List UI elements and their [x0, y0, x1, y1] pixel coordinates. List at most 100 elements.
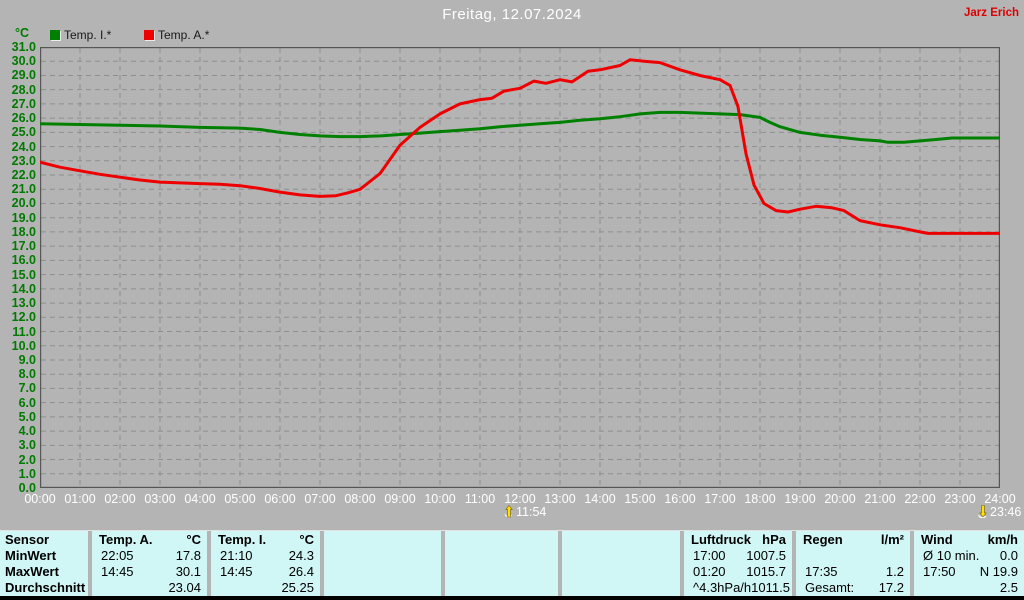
table-row	[562, 564, 680, 580]
y-tick-label: 15.0	[11, 267, 36, 282]
y-tick-label: 1.0	[18, 466, 36, 481]
table-header-row: Wind km/h	[914, 531, 1024, 547]
x-tick-label: 01:00	[64, 492, 96, 506]
table-row: Gesamt: 17.2	[796, 580, 910, 596]
x-tick-label: 15:00	[624, 492, 656, 506]
table-row	[445, 580, 558, 596]
y-tick-label: 0.0	[18, 481, 36, 495]
y-tick-label: 13.0	[11, 296, 36, 311]
y-tick-label: 9.0	[18, 352, 36, 367]
table-row	[324, 564, 441, 580]
table-cell-value: 1015.7	[746, 564, 786, 580]
table-row-label: Sensor	[5, 531, 50, 547]
table-cell-time: 14:45	[220, 564, 253, 580]
x-tick-label: 10:00	[424, 492, 456, 506]
table-header-unit: km/h	[987, 531, 1018, 547]
table-cell-value: 30.1	[175, 564, 201, 580]
table-row: ^4.3hPa/h 1011.5	[684, 580, 792, 596]
table-row	[562, 547, 680, 563]
sun-down-marker: 23:46	[977, 505, 1021, 519]
y-tick-label: 18.0	[11, 224, 36, 239]
table-column-regen: Regen l/m² 17:35 1.2 Gesamt: 17.2	[796, 531, 910, 596]
x-tick-label: 08:00	[344, 492, 376, 506]
y-tick-label: 23.0	[11, 153, 36, 168]
y-tick-label: 25.0	[11, 125, 36, 140]
x-tick-label: 09:00	[384, 492, 416, 506]
y-tick-label: 12.0	[11, 310, 36, 325]
x-tick-label: 04:00	[184, 492, 216, 506]
owner-name: Jarz Erich	[964, 7, 1019, 19]
table-header-name: Wind	[921, 531, 953, 547]
sun-down-marker-icon	[978, 505, 987, 519]
x-tick-label: 00:00	[24, 492, 56, 506]
table-row: Ø 10 min. 0.0	[914, 547, 1024, 563]
table-column-wind: Wind km/h Ø 10 min. 0.0 17:50 N 19.9 2.5	[914, 531, 1024, 596]
temp-i-swatch-icon	[50, 30, 60, 40]
temp-a-line	[40, 58, 1000, 235]
table-row	[324, 547, 441, 563]
table-row: 17:50 N 19.9	[914, 564, 1024, 580]
y-tick-label: 17.0	[11, 239, 36, 254]
table-cell-value: 17.2	[878, 580, 904, 596]
table-header-name: Luftdruck	[691, 531, 751, 547]
date-title: Freitag, 12.07.2024	[442, 6, 582, 23]
table-row: 14:45 26.4	[211, 564, 320, 580]
solar-noon-time: 11:54	[516, 505, 547, 519]
x-tick-label: 21:00	[864, 492, 896, 506]
table-cell-time: Gesamt:	[805, 580, 855, 596]
table-row: 17:35 1.2	[796, 564, 910, 580]
table-cell-value: 17.8	[175, 547, 201, 563]
x-tick-label: 13:00	[544, 492, 576, 506]
y-tick-label: 21.0	[11, 182, 36, 197]
y-tick-label: 11.0	[12, 324, 36, 339]
y-tick-label: 6.0	[18, 395, 36, 410]
x-tick-label: 23:00	[944, 492, 976, 506]
table-row	[324, 580, 441, 596]
y-tick-label: 8.0	[18, 367, 36, 382]
table-cell-time: 01:20	[693, 564, 726, 580]
table-row: 25.25	[211, 580, 320, 596]
table-header-row	[445, 531, 558, 547]
temp-i-line	[40, 110, 1000, 144]
summary-table: Sensor MinWert MaxWert Durchschnitt Temp. A.…	[0, 530, 1024, 596]
table-header-unit: hPa	[762, 531, 786, 547]
y-tick-label: 29.0	[11, 68, 36, 83]
table-header-unit: °C	[299, 531, 314, 547]
table-cell-value: 26.4	[288, 564, 314, 580]
table-row-label-column: Sensor MinWert MaxWert Durchschnitt	[0, 531, 88, 596]
table-cell-time: 17:50	[923, 564, 956, 580]
x-tick-label: 24:00	[984, 492, 1016, 506]
y-tick-label: 27.0	[11, 96, 36, 111]
table-row: 14:45 30.1	[92, 564, 207, 580]
x-tick-label: 12:00	[504, 492, 536, 506]
table-header-name: Temp. I.	[218, 531, 267, 547]
table-column-temp-i: Temp. I. °C 21:10 24.3 14:45 26.4 25.25	[211, 531, 320, 596]
table-column-empty	[562, 531, 680, 596]
table-cell-time: 14:45	[101, 564, 134, 580]
table-column-empty	[324, 531, 441, 596]
table-cell-value: 2.5	[999, 580, 1018, 596]
y-axis-unit-label: °C	[15, 26, 30, 40]
y-tick-label: 7.0	[18, 381, 36, 396]
table-row	[445, 564, 558, 580]
x-tick-label: 20:00	[824, 492, 856, 506]
table-cell-value: 1007.5	[746, 547, 786, 563]
table-header-row: Regen l/m²	[796, 531, 910, 547]
table-header-row: Temp. A. °C	[92, 531, 207, 547]
table-header-name: Regen	[803, 531, 843, 547]
table-row: 23.04	[92, 580, 207, 596]
table-cell-value: 24.3	[288, 547, 314, 563]
table-header-unit: l/m²	[880, 531, 904, 547]
legend-temp-i-label: Temp. I.*	[64, 28, 112, 42]
table-cell-time: 22:05	[101, 547, 134, 563]
table-header-row: Temp. I. °C	[211, 531, 320, 547]
table-row-label: Durchschnitt	[5, 580, 86, 596]
x-tick-label: 14:00	[584, 492, 616, 506]
table-row	[796, 547, 910, 563]
y-tick-label: 14.0	[11, 281, 36, 296]
x-tick-label: 18:00	[744, 492, 776, 506]
table-row-label: MaxWert	[5, 564, 59, 580]
x-tick-label: 03:00	[144, 492, 176, 506]
table-row	[445, 547, 558, 563]
table-header-name: Temp. A.	[99, 531, 153, 547]
